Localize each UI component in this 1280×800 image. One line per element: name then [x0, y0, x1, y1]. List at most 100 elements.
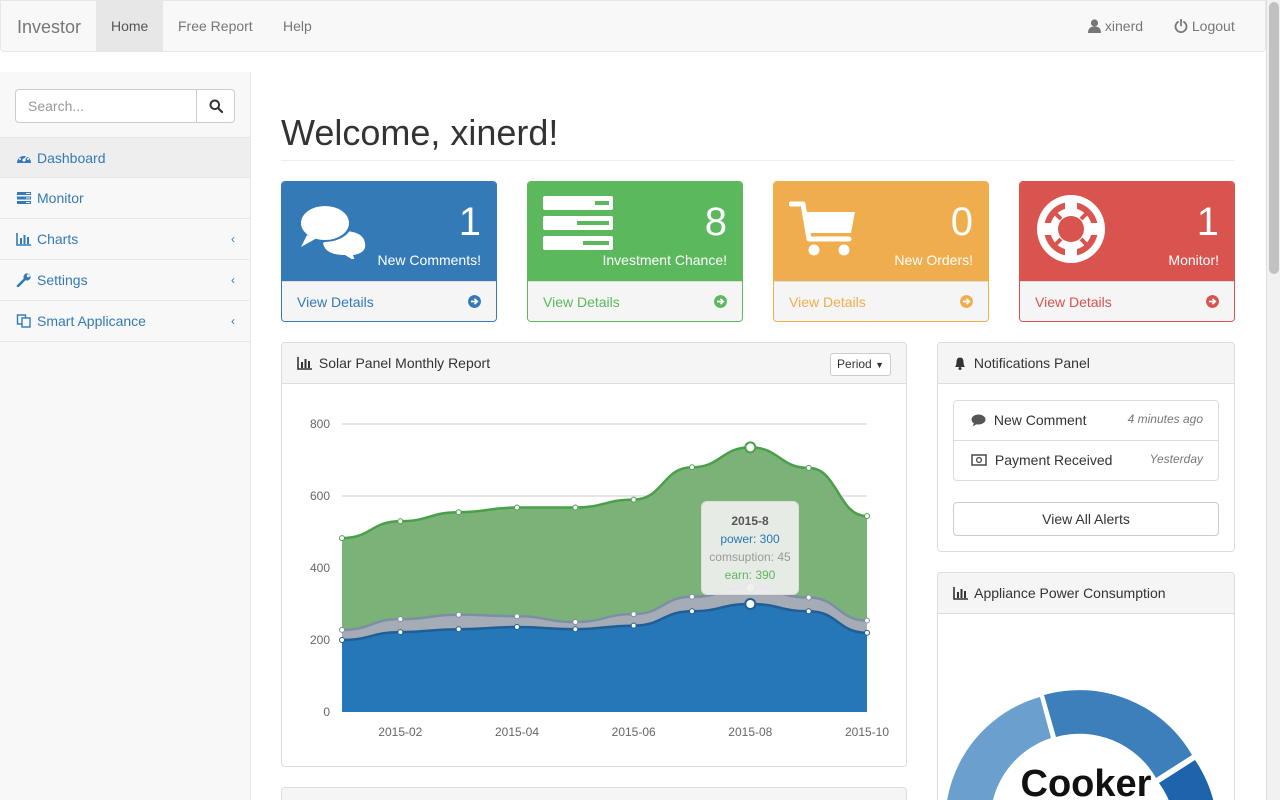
sidebar-item-charts[interactable]: Charts ‹ — [0, 219, 250, 260]
sidebar-item-label: Smart Applicance — [37, 313, 146, 329]
point-earn — [864, 513, 870, 520]
card-count: 1 — [458, 200, 481, 244]
point-comsuption — [514, 613, 520, 620]
donut-segment[interactable] — [1159, 760, 1218, 800]
point-earn — [805, 464, 812, 471]
point-comsuption — [689, 593, 695, 600]
notification-item[interactable]: Payment Received Yesterday — [953, 440, 1219, 481]
panel-header: Solar Panel Monthly Report Period ▼ — [282, 343, 906, 384]
line-earn — [341, 446, 868, 540]
user-menu[interactable]: xinerd — [1088, 1, 1143, 52]
tooltip-earn: earn: 390 — [724, 568, 776, 582]
card-header: 0 New Orders! — [774, 182, 988, 281]
list-icon — [17, 192, 31, 204]
point-power — [689, 608, 695, 615]
y-tick-label: 800 — [310, 417, 330, 431]
shopping-cart-icon — [789, 201, 855, 256]
card-header: 8 Investment Chance! — [528, 182, 742, 281]
point-comsuption — [572, 619, 579, 625]
point-earn — [455, 509, 462, 516]
card-monitor: 1 Monitor! View Details — [1019, 181, 1235, 322]
donut-segment[interactable] — [1044, 690, 1192, 778]
sidebar-item-smart-appliance[interactable]: Smart Applicance ‹ — [0, 301, 250, 342]
caret-down-icon: ▼ — [875, 360, 884, 370]
page-scrollbar[interactable] — [1266, 0, 1280, 800]
dashboard-icon — [17, 154, 31, 163]
view-details-link[interactable]: View Details — [528, 281, 742, 321]
notifications-panel: Notifications Panel New Comment 4 minute… — [937, 342, 1235, 552]
notification-time: Yesterday — [1149, 452, 1203, 466]
point-power — [572, 626, 579, 633]
notification-item[interactable]: New Comment 4 minutes ago — [953, 400, 1219, 441]
life-ring-icon — [1037, 195, 1105, 263]
notification-label: Payment Received — [994, 452, 1113, 468]
period-dropdown-button[interactable]: Period ▼ — [830, 353, 891, 376]
card-label: New Orders! — [894, 252, 973, 268]
view-details-label: View Details — [543, 294, 620, 310]
nav-free-report[interactable]: Free Report — [178, 18, 253, 34]
point-earn — [339, 535, 345, 542]
view-details-link[interactable]: View Details — [774, 281, 988, 321]
sidebar: Dashboard Monitor Charts ‹ Settings ‹ Sm… — [0, 72, 251, 800]
arrow-circle-right-icon — [1206, 295, 1219, 308]
arrow-circle-right-icon — [468, 295, 481, 308]
x-tick-label: 2015-02 — [378, 725, 422, 739]
logout-link[interactable]: Logout — [1174, 1, 1235, 52]
copy-icon — [16, 314, 31, 328]
search-input[interactable] — [15, 89, 197, 123]
nav-help[interactable]: Help — [283, 18, 312, 34]
point-power — [805, 608, 812, 615]
solar-area-chart[interactable]: 0 200 400 600 800 2015-02 2015-04 2015-06 2015-0… — [282, 385, 906, 767]
search-button[interactable] — [196, 89, 235, 123]
card-count: 1 — [1196, 200, 1219, 244]
card-label: New Comments! — [377, 252, 481, 268]
sidebar-item-monitor[interactable]: Monitor — [0, 178, 250, 219]
wrench-icon — [16, 273, 31, 287]
sidebar-item-dashboard[interactable]: Dashboard — [0, 137, 250, 178]
solar-panel-report-panel: Solar Panel Monthly Report Period ▼ 0 200… — [281, 342, 907, 767]
chevron-left-icon: ‹ — [231, 232, 235, 246]
view-details-link[interactable]: View Details — [282, 281, 496, 321]
search-icon — [209, 99, 223, 113]
tooltip-power: power: 300 — [720, 532, 780, 546]
page-title: Welcome, xinerd! — [281, 112, 559, 153]
donut-segment[interactable] — [945, 697, 1051, 800]
view-details-link[interactable]: View Details — [1020, 281, 1234, 321]
next-panel-partial — [281, 787, 907, 800]
point-comsuption — [805, 594, 812, 601]
chevron-left-icon: ‹ — [231, 314, 235, 328]
sidebar-item-settings[interactable]: Settings ‹ — [0, 260, 250, 301]
point-power — [339, 637, 345, 643]
nav-home[interactable]: Home — [96, 1, 164, 52]
donut-center-label: Cooker — [1021, 763, 1152, 800]
view-details-label: View Details — [789, 294, 866, 310]
point-comsuption — [630, 611, 637, 618]
area-comsuption — [342, 587, 867, 640]
point-earn — [397, 518, 404, 525]
point-power — [744, 598, 757, 610]
y-tick-label: 200 — [310, 633, 330, 647]
panel-header: Notifications Panel — [938, 343, 1234, 384]
user-name: xinerd — [1104, 18, 1144, 34]
card-count: 8 — [704, 200, 727, 244]
view-all-alerts-button[interactable]: View All Alerts — [953, 502, 1219, 536]
x-tick-label: 2015-04 — [495, 725, 539, 739]
scrollbar-thumb[interactable] — [1269, 2, 1279, 274]
x-tick-label: 2015-10 — [845, 725, 889, 739]
point-comsuption — [455, 611, 462, 618]
point-comsuption — [397, 616, 404, 623]
user-icon — [1088, 19, 1101, 33]
card-header: 1 New Comments! — [282, 182, 496, 281]
panel-title: Solar Panel Monthly Report — [318, 355, 491, 371]
brand-logo[interactable]: Investor — [17, 17, 82, 37]
card-header: 1 Monitor! — [1020, 182, 1234, 281]
appliance-donut-chart[interactable]: Cooker — [938, 615, 1234, 800]
line-power — [341, 602, 868, 642]
card-investment-chance: 8 Investment Chance! View Details — [527, 181, 743, 322]
sidebar-item-label: Dashboard — [37, 150, 106, 166]
card-label: Monitor! — [1168, 252, 1219, 268]
notification-list: New Comment 4 minutes ago Payment Receiv… — [953, 400, 1219, 481]
point-comsuption — [864, 617, 870, 624]
notification-time: 4 minutes ago — [1127, 412, 1203, 426]
card-new-orders: 0 New Orders! View Details — [773, 181, 989, 322]
